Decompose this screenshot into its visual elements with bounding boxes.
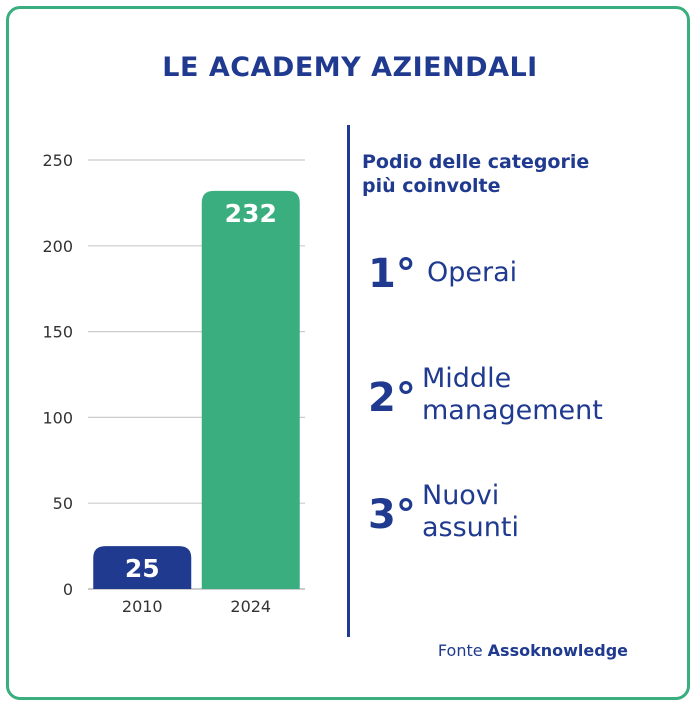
category-3: Nuovi assunti xyxy=(422,480,519,544)
category-1-line1: Operai xyxy=(427,257,518,288)
category-3-line1: Nuovi xyxy=(422,480,500,511)
rank-1: 1° xyxy=(368,251,416,297)
rank-3: 3° xyxy=(368,492,416,538)
y-tick-label-0: 0 xyxy=(63,580,73,599)
podium-heading-line1: Podio delle categorie xyxy=(362,151,590,173)
x-tick-label-2010: 2010 xyxy=(122,597,163,616)
source-prefix: Fonte xyxy=(437,641,483,660)
bar-2024 xyxy=(201,190,300,589)
data-label-2024: 232 xyxy=(225,199,277,228)
y-tick-label-200: 200 xyxy=(42,237,73,256)
podium-heading: Podio delle categorie più coinvolte xyxy=(362,150,682,198)
category-2: Middle management xyxy=(422,363,603,427)
category-2-line2: management xyxy=(422,395,603,426)
vertical-divider xyxy=(347,125,350,637)
y-tick-label-50: 50 xyxy=(53,494,73,513)
podium-heading-line2: più coinvolte xyxy=(362,175,501,197)
data-label-2010: 25 xyxy=(125,554,160,583)
category-2-line1: Middle xyxy=(422,363,512,394)
source-name: Assoknowledge xyxy=(487,641,628,660)
y-tick-label-250: 250 xyxy=(42,151,73,170)
y-tick-label-100: 100 xyxy=(42,408,73,427)
category-1: Operai xyxy=(427,257,517,289)
source-note: Fonte Assoknowledge xyxy=(438,641,628,660)
x-tick-label-2024: 2024 xyxy=(230,597,271,616)
chart-title: LE ACADEMY AZIENDALI xyxy=(162,52,538,83)
rank-2: 2° xyxy=(368,375,416,421)
y-tick-label-150: 150 xyxy=(42,323,73,342)
bar-2010 xyxy=(93,546,192,589)
category-3-line2: assunti xyxy=(422,512,519,543)
